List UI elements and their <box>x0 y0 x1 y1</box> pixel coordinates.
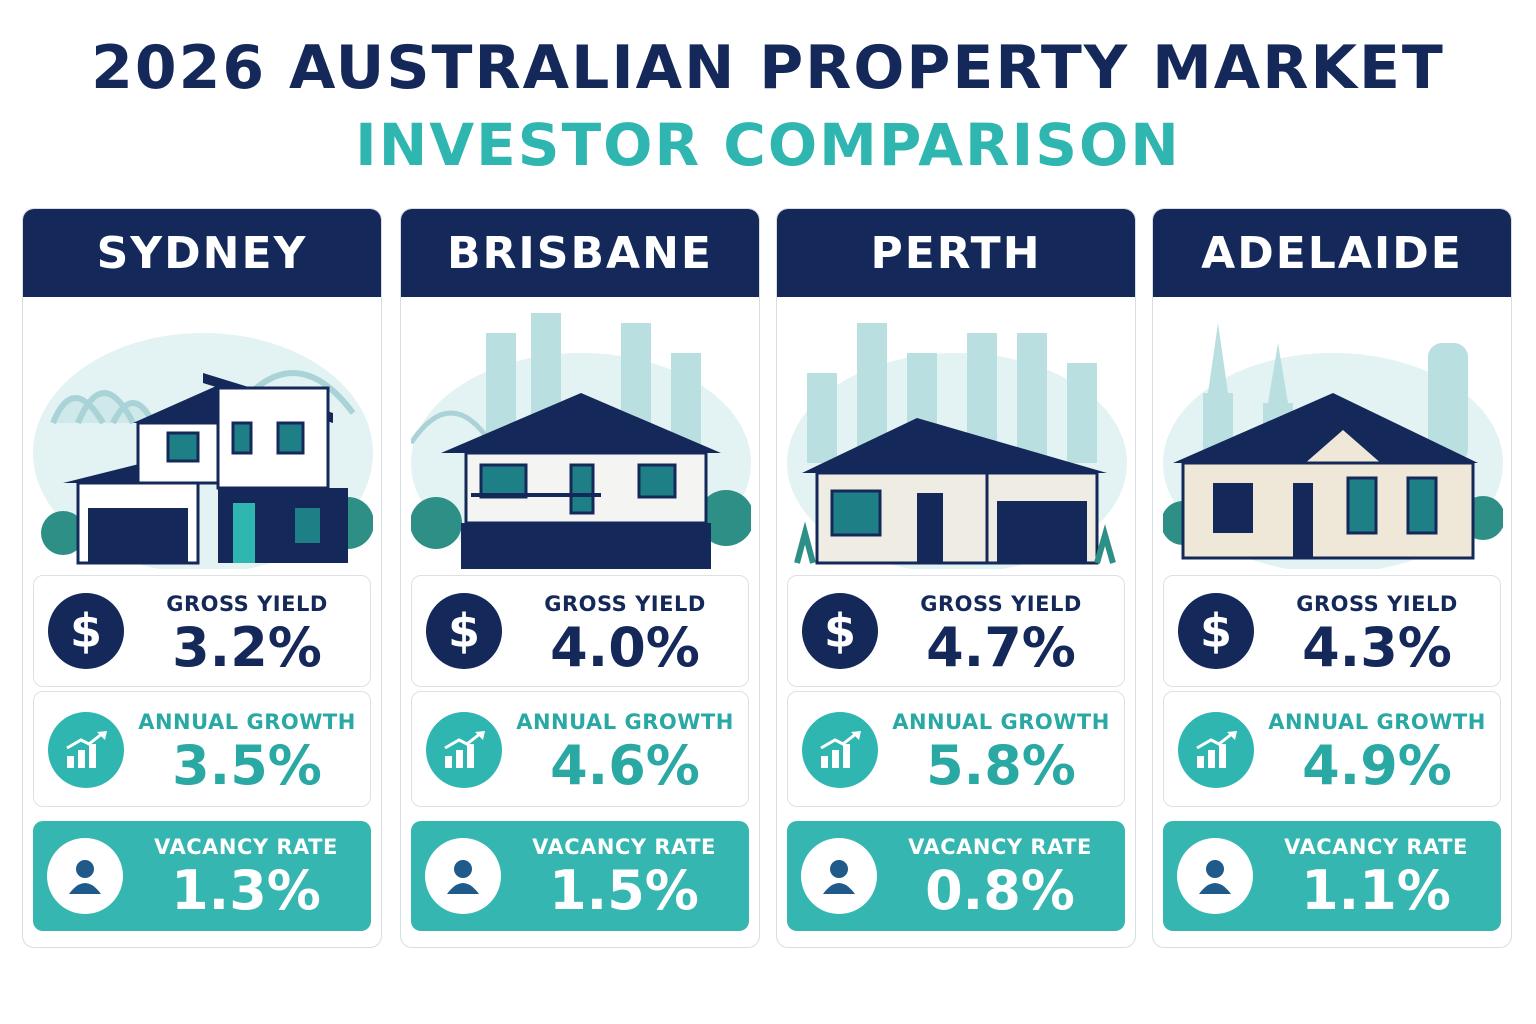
annual-growth-label: ANNUAL GROWTH <box>516 710 734 734</box>
city-name: PERTH <box>870 227 1042 279</box>
vacancy-rate-label: VACANCY RATE <box>532 835 716 859</box>
vacancy-rate-value: 1.1% <box>1301 859 1451 922</box>
dollar-icon: $ <box>1178 593 1254 669</box>
gross-yield-label: GROSS YIELD <box>166 592 328 616</box>
city-header: BRISBANE <box>401 209 759 297</box>
annual-growth-panel: ANNUAL GROWTH 3.5% <box>33 691 371 807</box>
gross-yield-label: GROSS YIELD <box>544 592 706 616</box>
vacancy-rate-value: 1.3% <box>171 859 321 922</box>
annual-growth-value: 5.8% <box>926 734 1076 797</box>
gross-yield-panel: $ GROSS YIELD 4.0% <box>411 575 749 687</box>
dollar-icon: $ <box>802 593 878 669</box>
vacancy-rate-panel: VACANCY RATE 0.8% <box>787 821 1125 931</box>
dollar-icon: $ <box>426 593 502 669</box>
vacancy-rate-panel: VACANCY RATE 1.3% <box>33 821 371 931</box>
gross-yield-panel: $ GROSS YIELD 4.7% <box>787 575 1125 687</box>
growth-chart-icon <box>1178 712 1254 788</box>
annual-growth-value: 3.5% <box>172 734 322 797</box>
subtitle: INVESTOR COMPARISON <box>355 111 1181 179</box>
city-card-adelaide: ADELAIDE $ GROSS YIELD 4.3% ANNUAL GROWT… <box>1152 208 1512 948</box>
growth-chart-icon <box>426 712 502 788</box>
gross-yield-label: GROSS YIELD <box>920 592 1082 616</box>
dollar-icon: $ <box>48 593 124 669</box>
city-header: PERTH <box>777 209 1135 297</box>
growth-chart-icon <box>802 712 878 788</box>
gross-yield-label: GROSS YIELD <box>1296 592 1458 616</box>
city-card-perth: PERTH $ GROSS YIELD 4.7% ANNUAL GROWTH 5… <box>776 208 1136 948</box>
annual-growth-panel: ANNUAL GROWTH 4.6% <box>411 691 749 807</box>
city-header: SYDNEY <box>23 209 381 297</box>
city-name: BRISBANE <box>447 227 713 279</box>
annual-growth-panel: ANNUAL GROWTH 4.9% <box>1163 691 1501 807</box>
person-icon <box>425 838 501 914</box>
sydney-house-illustration <box>33 333 373 569</box>
city-name: ADELAIDE <box>1201 227 1463 279</box>
person-icon <box>801 838 877 914</box>
gross-yield-value: 3.2% <box>172 616 322 679</box>
gross-yield-value: 4.3% <box>1302 616 1452 679</box>
perth-house-illustration <box>787 323 1127 569</box>
adelaide-house-illustration <box>1163 323 1503 569</box>
main-title: 2026 AUSTRALIAN PROPERTY MARKET <box>91 33 1445 103</box>
vacancy-rate-label: VACANCY RATE <box>1284 835 1468 859</box>
annual-growth-label: ANNUAL GROWTH <box>138 710 356 734</box>
vacancy-rate-value: 0.8% <box>925 859 1075 922</box>
gross-yield-panel: $ GROSS YIELD 4.3% <box>1163 575 1501 687</box>
city-header: ADELAIDE <box>1153 209 1511 297</box>
city-card-brisbane: BRISBANE $ GROSS YIELD 4.0% ANNUAL GROWT… <box>400 208 760 948</box>
brisbane-house-illustration <box>411 313 751 569</box>
vacancy-rate-label: VACANCY RATE <box>154 835 338 859</box>
vacancy-rate-value: 1.5% <box>549 859 699 922</box>
annual-growth-panel: ANNUAL GROWTH 5.8% <box>787 691 1125 807</box>
person-icon <box>1177 838 1253 914</box>
growth-chart-icon <box>48 712 124 788</box>
gross-yield-value: 4.0% <box>550 616 700 679</box>
gross-yield-panel: $ GROSS YIELD 3.2% <box>33 575 371 687</box>
annual-growth-label: ANNUAL GROWTH <box>1268 710 1486 734</box>
annual-growth-value: 4.9% <box>1302 734 1452 797</box>
vacancy-rate-label: VACANCY RATE <box>908 835 1092 859</box>
annual-growth-value: 4.6% <box>550 734 700 797</box>
vacancy-rate-panel: VACANCY RATE 1.1% <box>1163 821 1501 931</box>
city-card-sydney: SYDNEY $ GROSS YIELD 3.2% ANNUAL GROWTH … <box>22 208 382 948</box>
person-icon <box>47 838 123 914</box>
gross-yield-value: 4.7% <box>926 616 1076 679</box>
vacancy-rate-panel: VACANCY RATE 1.5% <box>411 821 749 931</box>
city-name: SYDNEY <box>96 227 308 279</box>
annual-growth-label: ANNUAL GROWTH <box>892 710 1110 734</box>
